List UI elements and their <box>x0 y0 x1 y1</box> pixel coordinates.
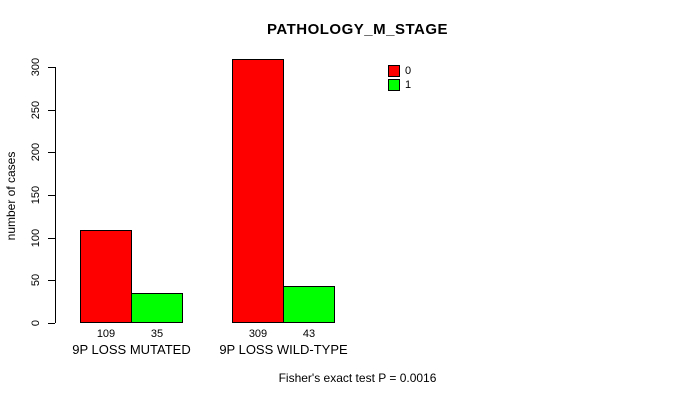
y-axis-tick-label: 200 <box>30 142 42 162</box>
y-axis-tick-label: 300 <box>30 57 42 77</box>
bar-series-1 <box>283 286 335 323</box>
legend-item: 0 <box>388 65 411 77</box>
y-axis-line <box>55 67 56 323</box>
chart-title: PATHOLOGY_M_STAGE <box>266 21 448 38</box>
y-axis-label: number of cases <box>4 151 18 241</box>
category-label: 9P LOSS MUTATED <box>72 342 191 357</box>
bar-value-label: 109 <box>96 328 116 340</box>
legend-swatch <box>388 79 400 91</box>
legend-swatch <box>388 65 400 77</box>
y-axis-tick <box>48 238 55 239</box>
category-label: 9P LOSS WILD-TYPE <box>219 342 348 357</box>
y-axis-tick-label: 100 <box>30 228 42 248</box>
y-axis-tick-label: 150 <box>30 185 42 205</box>
bar-value-label: 309 <box>248 328 268 340</box>
y-axis-tick <box>48 195 55 196</box>
bar-value-label: 43 <box>302 328 316 340</box>
legend-label: 1 <box>405 79 412 91</box>
y-axis-tick <box>48 323 55 324</box>
y-axis-tick-label: 250 <box>30 100 42 120</box>
bar-series-0 <box>80 230 132 323</box>
y-axis-tick <box>48 110 55 111</box>
bar-series-0 <box>232 59 284 323</box>
bar-value-label: 35 <box>150 328 164 340</box>
y-axis-tick-label: 50 <box>30 273 42 287</box>
legend-item: 1 <box>388 79 411 91</box>
y-axis-tick <box>48 152 55 153</box>
y-axis-tick <box>48 67 55 68</box>
legend-label: 0 <box>405 65 412 77</box>
fisher-test-annotation: Fisher's exact test P = 0.0016 <box>278 371 437 385</box>
y-axis-tick-label: 0 <box>30 319 42 327</box>
y-axis-tick <box>48 280 55 281</box>
bar-series-1 <box>131 293 183 323</box>
